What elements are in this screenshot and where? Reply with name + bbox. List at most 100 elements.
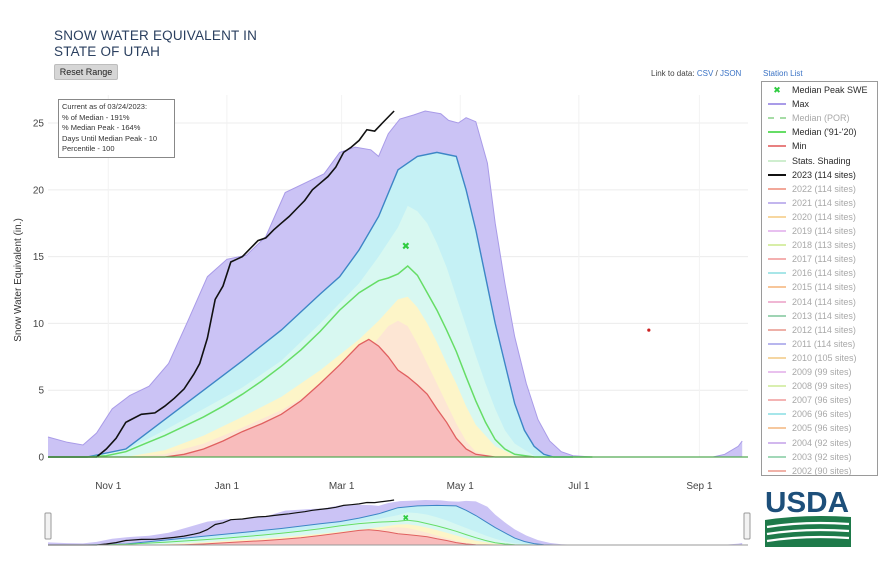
percentile-90-line xyxy=(48,151,573,458)
legend-swatch xyxy=(768,238,786,252)
nav-percentile-90-line xyxy=(48,504,573,546)
legend-item[interactable]: 2011 (114 sites) xyxy=(762,337,875,351)
legend-item[interactable]: 2020 (114 sites) xyxy=(762,210,875,224)
legend-item[interactable]: Max xyxy=(762,97,875,111)
legend-swatch xyxy=(768,450,786,464)
nav-median-peak-marker: ✖ xyxy=(402,514,409,523)
legend-swatch xyxy=(768,139,786,153)
legend-label: 2015 (114 sites) xyxy=(792,282,856,293)
legend-label: 2009 (99 sites) xyxy=(792,367,852,377)
info-percent-median: % of Median - 191% xyxy=(62,112,130,122)
x-tick-label: Jan 1 xyxy=(215,481,240,492)
legend-label: 2020 (114 sites) xyxy=(792,211,856,222)
legend-item[interactable]: 2010 (105 sites) xyxy=(762,351,875,365)
legend-label: Median ('91-'20) xyxy=(792,127,857,138)
info-days-until-peak: Days Until Median Peak - 10 xyxy=(62,133,158,143)
legend-label: 2018 (113 sites) xyxy=(792,240,856,251)
legend-label: 2021 (114 sites) xyxy=(792,197,856,208)
legend-swatch xyxy=(768,365,786,379)
legend-item[interactable]: ✖ Median Peak SWE xyxy=(762,83,875,97)
legend-item[interactable]: 2005 (96 sites) xyxy=(762,421,875,435)
legend-item[interactable]: 2021 (114 sites) xyxy=(762,196,875,210)
legend-swatch xyxy=(768,168,786,182)
legend-swatch xyxy=(768,125,786,139)
legend-item[interactable]: 2022 (114 sites) xyxy=(762,182,875,196)
nav-min-band xyxy=(48,529,535,545)
legend-swatch xyxy=(768,266,786,280)
median-line xyxy=(48,264,593,458)
legend-swatch xyxy=(768,280,786,294)
data-links: Link to data: CSV / JSON xyxy=(651,69,741,78)
legend-item[interactable]: 2014 (114 sites) xyxy=(762,295,875,309)
reset-range-button[interactable]: Reset Range xyxy=(54,64,118,80)
legend-item[interactable]: 2016 (114 sites) xyxy=(762,266,875,280)
chart-legend: ✖ Median Peak SWE Max Median (POR) Median ('… xyxy=(761,81,878,476)
y-tick-label: 25 xyxy=(33,119,45,130)
legend-item[interactable]: 2012 (114 sites) xyxy=(762,323,875,337)
station-list-link[interactable]: Station List xyxy=(763,69,803,78)
legend-item[interactable]: 2019 (114 sites) xyxy=(762,224,875,238)
legend-label: 2023 (114 sites) xyxy=(792,169,856,180)
legend-item[interactable]: 2007 (96 sites) xyxy=(762,393,875,407)
x-tick-label: Mar 1 xyxy=(329,481,355,492)
x-tick-label: May 1 xyxy=(447,481,475,492)
legend-item[interactable]: Median (POR) xyxy=(762,111,875,125)
legend-item[interactable]: 2018 (113 sites) xyxy=(762,238,875,252)
legend-item[interactable]: Median ('91-'20) xyxy=(762,125,875,139)
legend-swatch xyxy=(768,379,786,393)
current-stats-box: Current as of 03/24/2023: % of Median - … xyxy=(58,99,175,158)
nav-right-handle xyxy=(743,512,751,540)
legend-label: 2012 (114 sites) xyxy=(792,324,856,335)
legend-label: Min xyxy=(792,141,807,152)
legend-label: 2010 (105 sites) xyxy=(792,352,857,363)
latest-point-marker xyxy=(647,328,651,332)
min-band xyxy=(48,339,535,457)
chart-title-line1: SNOW WATER EQUIVALENT IN xyxy=(54,28,258,43)
legend-item[interactable]: 2003 (92 sites) xyxy=(762,450,875,464)
legend-label: Median Peak SWE xyxy=(792,85,868,95)
legend-label: 2019 (114 sites) xyxy=(792,226,856,236)
legend-item[interactable]: 2004 (92 sites) xyxy=(762,436,875,450)
legend-item[interactable]: Stats. Shading xyxy=(762,154,875,168)
legend-label: 2002 (90 sites) xyxy=(792,465,852,476)
nav-left-handle xyxy=(44,512,52,540)
legend-item[interactable]: 2017 (114 sites) xyxy=(762,252,875,266)
legend-item[interactable]: Min xyxy=(762,139,875,153)
legend-label: 2004 (92 sites) xyxy=(792,437,852,448)
legend-item[interactable]: 2009 (99 sites) xyxy=(762,365,875,379)
legend-swatch xyxy=(768,210,786,224)
legend-label: 2013 (114 sites) xyxy=(792,310,856,321)
legend-swatch xyxy=(768,196,786,210)
legend-swatch xyxy=(768,182,786,196)
legend-label: 2014 (114 sites) xyxy=(792,296,856,307)
legend-label: 2011 (114 sites) xyxy=(792,338,856,349)
range-navigator[interactable]: ✖ xyxy=(44,499,751,546)
series-lines: ✖ xyxy=(47,110,748,458)
legend-item[interactable]: 2002 (90 sites) xyxy=(762,464,875,476)
legend-swatch xyxy=(768,464,786,475)
legend-swatch xyxy=(768,436,786,450)
usda-logo-text: USDA xyxy=(765,487,849,519)
legend-item[interactable]: 2023 (114 sites) xyxy=(762,168,875,182)
json-link[interactable]: JSON xyxy=(719,69,742,78)
max-upper-line xyxy=(47,110,743,458)
legend-swatch xyxy=(768,224,786,238)
year-2023-line xyxy=(48,110,395,458)
legend-label: 2007 (96 sites) xyxy=(792,395,852,406)
info-percent-median-peak: % Median Peak - 164% xyxy=(62,123,141,132)
legend-label: Stats. Shading xyxy=(792,155,851,166)
legend-swatch xyxy=(768,111,786,125)
legend-item[interactable]: 2015 (114 sites) xyxy=(762,280,875,294)
legend-item[interactable]: 2008 (99 sites) xyxy=(762,379,875,393)
legend-swatch xyxy=(768,323,786,337)
legend-item[interactable]: 2013 (114 sites) xyxy=(762,309,875,323)
legend-swatch xyxy=(768,295,786,309)
legend-label: 2005 (96 sites) xyxy=(792,423,852,434)
y-tick-label: 20 xyxy=(33,185,45,196)
nav-year-2023-line xyxy=(48,499,395,546)
legend-label: Max xyxy=(792,99,810,110)
legend-swatch xyxy=(768,309,786,323)
csv-link[interactable]: CSV xyxy=(696,69,714,78)
legend-item[interactable]: 2006 (96 sites) xyxy=(762,407,875,421)
